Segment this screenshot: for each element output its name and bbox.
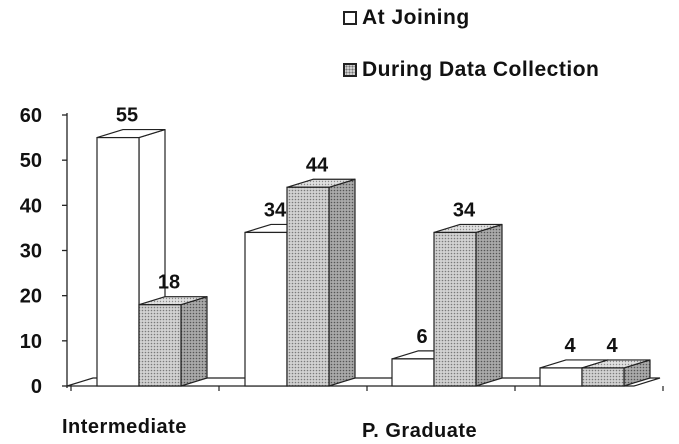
legend-swatch-at-joining <box>343 11 357 25</box>
x-category-label: Intermediate <box>62 416 187 438</box>
data-label: 18 <box>158 272 180 294</box>
legend-label-at-joining: At Joining <box>362 6 470 29</box>
bar-side <box>475 223 503 387</box>
bar-front <box>539 367 583 387</box>
data-label: 34 <box>264 199 287 221</box>
bar <box>286 178 356 387</box>
y-tick-label: 30 <box>20 241 42 263</box>
data-label: 44 <box>306 154 329 176</box>
legend-swatch-during-data-collection <box>343 63 357 77</box>
bar-side <box>180 296 208 387</box>
chart-bars <box>96 128 651 387</box>
data-label: 55 <box>116 105 138 127</box>
bar-front <box>433 231 477 387</box>
bar-front <box>286 186 330 387</box>
bar-front <box>244 231 288 387</box>
legend-item-during-data-collection: During Data Collection <box>343 58 599 82</box>
y-tick-label: 50 <box>20 150 42 172</box>
data-label: 34 <box>453 199 476 221</box>
bar-side <box>328 178 356 387</box>
y-tick-label: 60 <box>20 105 42 127</box>
bar <box>138 296 208 387</box>
x-category-label: P. Graduate <box>362 420 477 442</box>
bar <box>581 359 651 387</box>
data-label: 4 <box>606 335 618 357</box>
bar-front <box>96 136 140 387</box>
legend-item-at-joining: At Joining <box>343 6 470 30</box>
y-tick-label: 20 <box>20 286 42 308</box>
legend-label-during-data-collection: During Data Collection <box>362 58 600 81</box>
y-tick-label: 10 <box>20 331 42 353</box>
bar <box>96 128 166 387</box>
y-tick-label: 0 <box>31 376 42 398</box>
y-tick-label: 40 <box>20 195 42 217</box>
bar-front <box>391 358 435 387</box>
bar <box>433 223 503 387</box>
data-label: 4 <box>564 335 576 357</box>
bar-front <box>581 367 625 387</box>
data-label: 6 <box>416 326 427 348</box>
bar-front <box>138 304 182 387</box>
